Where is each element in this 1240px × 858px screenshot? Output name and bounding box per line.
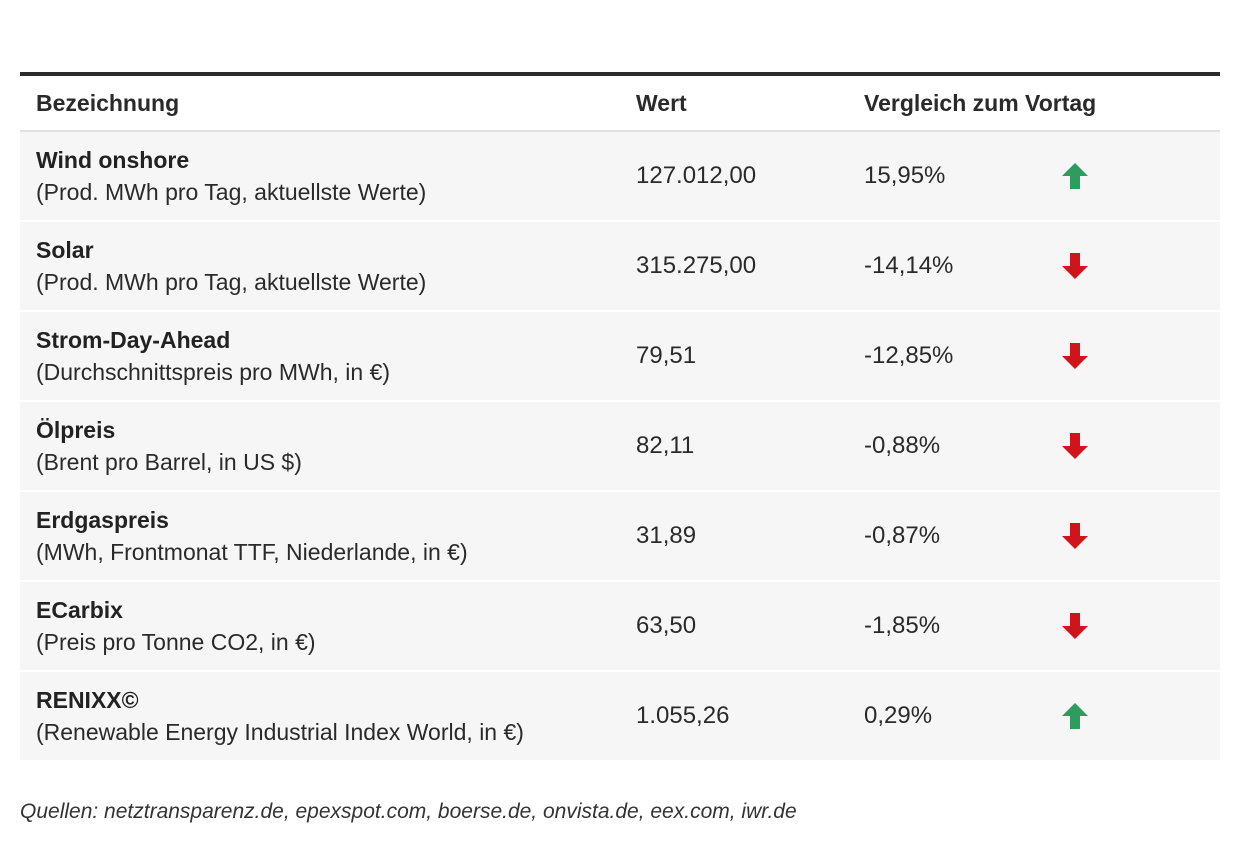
row-name-cell: Wind onshore (Prod. MWh pro Tag, aktuell…	[20, 144, 636, 208]
item-name: Erdgaspreis	[36, 507, 169, 533]
item-description: (Renewable Energy Industrial Index World…	[36, 719, 524, 745]
table-row: Strom-Day-Ahead (Durchschnittspreis pro …	[20, 312, 1220, 402]
item-name: Ölpreis	[36, 417, 116, 443]
item-change: -1,85%	[864, 612, 941, 639]
row-name-cell: Erdgaspreis (MWh, Frontmonat TTF, Nieder…	[20, 504, 636, 568]
item-description: (Durchschnittspreis pro MWh, in €)	[36, 359, 391, 385]
row-name-cell: RENIXX© (Renewable Energy Industrial Ind…	[20, 684, 636, 748]
item-change: -14,14%	[864, 252, 954, 279]
table-header: Bezeichnung Wert Vergleich zum Vortag	[20, 76, 1220, 132]
row-change-cell: 15,95%	[864, 161, 1220, 191]
table-row: Erdgaspreis (MWh, Frontmonat TTF, Nieder…	[20, 492, 1220, 582]
arrow-down-icon	[1060, 341, 1090, 371]
item-name: RENIXX©	[36, 687, 139, 713]
data-table: Bezeichnung Wert Vergleich zum Vortag Wi…	[20, 72, 1220, 762]
arrow-down-icon	[1060, 431, 1090, 461]
row-name-cell: ECarbix (Preis pro Tonne CO2, in €)	[20, 594, 636, 658]
item-description: (Preis pro Tonne CO2, in €)	[36, 629, 316, 655]
item-value: 82,11	[636, 432, 695, 459]
item-description: (Brent pro Barrel, in US $)	[36, 449, 302, 475]
sources-footer: Quellen: netztransparenz.de, epexspot.co…	[20, 800, 797, 823]
row-change-cell: -0,87%	[864, 521, 1220, 551]
arrow-up-icon	[1060, 161, 1090, 191]
item-value: 1.055,26	[636, 702, 730, 729]
row-name-cell: Ölpreis (Brent pro Barrel, in US $)	[20, 414, 636, 478]
row-change-cell: -14,14%	[864, 251, 1220, 281]
item-value: 63,50	[636, 612, 697, 639]
item-value: 315.275,00	[636, 252, 757, 279]
item-name: ECarbix	[36, 597, 123, 623]
row-change-cell: -1,85%	[864, 611, 1220, 641]
item-name: Wind onshore	[36, 147, 190, 173]
item-value: 31,89	[636, 522, 697, 549]
table-row: Wind onshore (Prod. MWh pro Tag, aktuell…	[20, 132, 1220, 222]
item-description: (Prod. MWh pro Tag, aktuellste Werte)	[36, 179, 427, 205]
item-value: 79,51	[636, 342, 697, 369]
item-value: 127.012,00	[636, 162, 757, 189]
item-change: -12,85%	[864, 342, 954, 369]
arrow-down-icon	[1060, 251, 1090, 281]
item-name: Strom-Day-Ahead	[36, 327, 231, 353]
item-change: -0,88%	[864, 432, 941, 459]
item-name: Solar	[36, 237, 94, 263]
item-description: (MWh, Frontmonat TTF, Niederlande, in €)	[36, 539, 468, 565]
table-row: ECarbix (Preis pro Tonne CO2, in €) 63,5…	[20, 582, 1220, 672]
row-change-cell: -0,88%	[864, 431, 1220, 461]
row-change-cell: -12,85%	[864, 341, 1220, 371]
table-row: Solar (Prod. MWh pro Tag, aktuellste Wer…	[20, 222, 1220, 312]
table-row: RENIXX© (Renewable Energy Industrial Ind…	[20, 672, 1220, 762]
row-change-cell: 0,29%	[864, 701, 1220, 731]
item-change: 0,29%	[864, 702, 933, 729]
item-description: (Prod. MWh pro Tag, aktuellste Werte)	[36, 269, 427, 295]
table-row: Ölpreis (Brent pro Barrel, in US $) 82,1…	[20, 402, 1220, 492]
arrow-up-icon	[1060, 701, 1090, 731]
header-change: Vergleich zum Vortag	[864, 89, 1097, 116]
row-name-cell: Strom-Day-Ahead (Durchschnittspreis pro …	[20, 324, 636, 388]
row-name-cell: Solar (Prod. MWh pro Tag, aktuellste Wer…	[20, 234, 636, 298]
header-value: Wert	[636, 89, 687, 116]
arrow-down-icon	[1060, 521, 1090, 551]
arrow-down-icon	[1060, 611, 1090, 641]
item-change: 15,95%	[864, 162, 946, 189]
item-change: -0,87%	[864, 522, 941, 549]
header-name: Bezeichnung	[36, 89, 180, 116]
